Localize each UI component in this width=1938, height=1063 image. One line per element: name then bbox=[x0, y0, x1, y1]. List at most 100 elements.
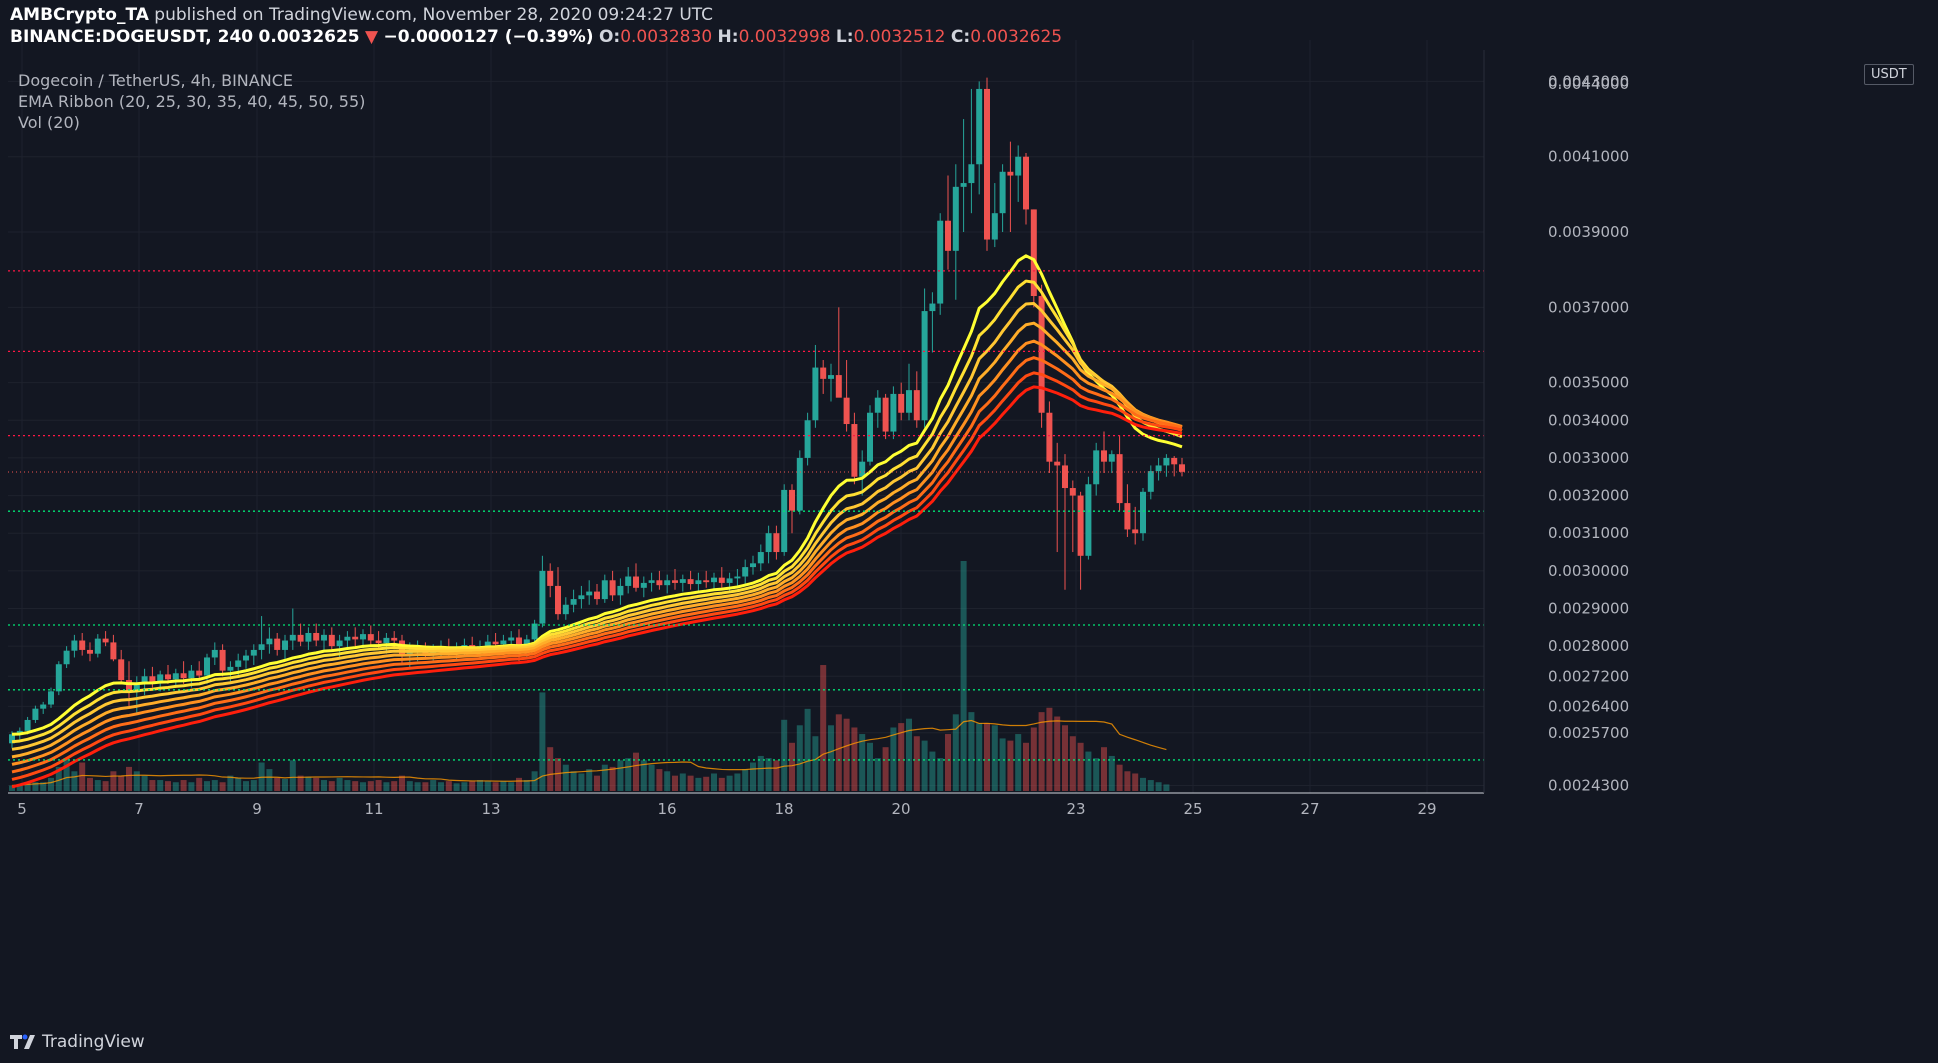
candle-up bbox=[617, 585, 624, 596]
volume-bar bbox=[282, 778, 288, 791]
volume-bar bbox=[32, 782, 39, 791]
volume-bar bbox=[750, 762, 756, 791]
chart-header: AMBCrypto_TA published on TradingView.co… bbox=[10, 4, 1062, 48]
volume-bar bbox=[1147, 780, 1154, 791]
y-tick-label: 0.0029000 bbox=[1548, 600, 1629, 618]
volume-bar bbox=[477, 780, 483, 791]
volume-bar bbox=[48, 777, 54, 791]
open-label: O: bbox=[598, 27, 621, 47]
candle-up bbox=[24, 719, 31, 731]
volume-bar bbox=[165, 781, 171, 791]
volume-bar bbox=[500, 781, 507, 791]
low-value: 0.0032512 bbox=[853, 27, 946, 47]
candle-up bbox=[360, 634, 366, 640]
candle-down bbox=[672, 580, 678, 583]
volume-bar bbox=[531, 771, 538, 791]
y-tick-label: 0.0033000 bbox=[1548, 449, 1629, 467]
candle-down bbox=[297, 634, 304, 642]
volume-bar bbox=[906, 718, 912, 791]
volume-bar bbox=[336, 777, 343, 791]
y-tick-label: 0.0030000 bbox=[1548, 562, 1629, 580]
volume-bar bbox=[313, 777, 320, 791]
legend-ema[interactable]: EMA Ribbon (20, 25, 30, 35, 40, 45, 50, … bbox=[18, 92, 366, 111]
volume-bar bbox=[1155, 782, 1162, 791]
volume-bar bbox=[422, 782, 429, 791]
volume-bar bbox=[1069, 736, 1076, 791]
currency-badge[interactable]: USDT bbox=[1864, 64, 1914, 85]
candle-up bbox=[828, 375, 834, 379]
volume-bar bbox=[687, 775, 694, 791]
legend-volume[interactable]: Vol (20) bbox=[18, 113, 80, 132]
candle-down bbox=[789, 489, 795, 511]
candle-down bbox=[1124, 503, 1131, 530]
volume-bar bbox=[765, 758, 772, 791]
candle-up bbox=[48, 691, 54, 705]
candle-up bbox=[742, 567, 749, 577]
volume-bar bbox=[734, 773, 741, 791]
y-tick-label: 0.0024300 bbox=[1548, 776, 1629, 794]
volume-bar bbox=[180, 780, 187, 791]
candle-up bbox=[711, 577, 717, 583]
volume-bar bbox=[445, 781, 452, 791]
ema-line-30 bbox=[11, 302, 1183, 751]
volume-bar bbox=[102, 781, 109, 791]
volume-bar bbox=[1163, 784, 1170, 791]
volume-bar bbox=[1038, 712, 1045, 791]
candle-down bbox=[492, 641, 499, 645]
candle-up bbox=[976, 88, 983, 165]
candle-up bbox=[890, 393, 897, 432]
ema-line-20 bbox=[11, 254, 1183, 736]
candle-up bbox=[664, 580, 671, 586]
tradingview-brand[interactable]: TradingView bbox=[10, 1031, 145, 1053]
candle-up bbox=[757, 552, 764, 564]
candle-up bbox=[258, 644, 265, 650]
volume-bar bbox=[601, 764, 608, 791]
volume-bar bbox=[110, 771, 117, 791]
candle-down bbox=[555, 585, 561, 615]
candle-up bbox=[55, 664, 62, 692]
publisher-name[interactable]: AMBCrypto_TA bbox=[10, 5, 149, 25]
volume-ma-line bbox=[11, 719, 1167, 787]
volume-bar bbox=[1015, 734, 1022, 791]
volume-bar bbox=[1124, 771, 1131, 791]
candle-up bbox=[531, 623, 538, 640]
volume-bar bbox=[133, 771, 140, 791]
volume-bar bbox=[968, 712, 975, 791]
price-change: −0.0000127 (−0.39%) bbox=[383, 27, 594, 47]
volume-bar bbox=[87, 777, 93, 791]
volume-bar bbox=[1093, 758, 1100, 791]
volume-bar bbox=[1116, 764, 1123, 791]
volume-bar bbox=[360, 782, 366, 791]
candle-up bbox=[63, 650, 70, 665]
high-value: 0.0032998 bbox=[738, 27, 831, 47]
candle-up bbox=[40, 704, 47, 709]
y-tick-label: 0.0039000 bbox=[1548, 223, 1629, 241]
x-tick-label: 25 bbox=[1183, 800, 1202, 818]
candle-down bbox=[633, 576, 639, 588]
volume-bar bbox=[999, 738, 1006, 791]
volume-bar bbox=[703, 776, 710, 791]
candle-up bbox=[906, 390, 912, 413]
y-tick-label: 0.0034000 bbox=[1548, 411, 1629, 429]
volume-bar bbox=[204, 781, 210, 791]
candle-down bbox=[820, 367, 827, 379]
candle-down bbox=[687, 579, 694, 585]
volume-bar bbox=[789, 742, 795, 791]
volume-bar bbox=[913, 736, 920, 791]
volume-bar bbox=[1108, 755, 1115, 791]
candle-up bbox=[586, 591, 593, 596]
legend-title: Dogecoin / TetherUS, 4h, BINANCE bbox=[18, 71, 293, 90]
candle-down bbox=[773, 533, 780, 553]
candle-up bbox=[625, 576, 632, 586]
volume-bar bbox=[609, 766, 616, 791]
volume-bar bbox=[1140, 777, 1146, 791]
volume-bar bbox=[820, 665, 827, 791]
volume-bar bbox=[781, 719, 788, 791]
y-tick-label: 0.0037000 bbox=[1548, 298, 1629, 316]
candle-up bbox=[734, 576, 741, 579]
volume-bar bbox=[126, 766, 132, 791]
x-tick-label: 29 bbox=[1417, 800, 1436, 818]
volume-bar bbox=[929, 751, 936, 791]
candle-up bbox=[726, 578, 733, 583]
